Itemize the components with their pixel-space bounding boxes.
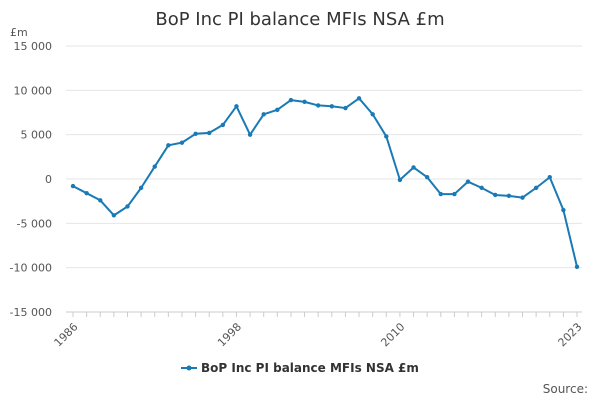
data-point[interactable]	[329, 104, 335, 109]
data-point[interactable]	[465, 179, 471, 184]
data-point[interactable]	[302, 99, 307, 105]
data-point[interactable]	[520, 195, 525, 200]
data-point[interactable]	[343, 105, 348, 111]
data-point[interactable]	[561, 207, 566, 213]
legend[interactable]: BoP Inc PI balance MFIs NSA £m	[181, 361, 419, 375]
data-point[interactable]	[111, 213, 117, 218]
data-point[interactable]	[411, 165, 416, 170]
y-tick-label: -5 000	[17, 217, 52, 230]
data-point[interactable]	[98, 198, 103, 203]
data-point[interactable]	[138, 185, 144, 191]
data-point[interactable]	[424, 175, 430, 180]
data-point[interactable]	[125, 204, 130, 209]
data-point[interactable]	[166, 143, 171, 148]
y-tick-label: 15 000	[14, 40, 53, 53]
y-tick-label: 0	[45, 173, 52, 186]
legend-label: BoP Inc PI balance MFIs NSA £m	[201, 361, 419, 375]
data-point[interactable]	[370, 112, 375, 117]
x-tick-label: 2023	[556, 320, 585, 349]
gridlines	[66, 45, 582, 313]
data-point[interactable]	[438, 191, 443, 197]
data-point[interactable]	[193, 131, 198, 136]
data-point[interactable]	[275, 107, 280, 113]
y-tick-label: 10 000	[14, 84, 53, 97]
data-point[interactable]	[574, 264, 580, 269]
x-tick-label: 1986	[52, 320, 81, 349]
data-point[interactable]	[356, 96, 362, 101]
data-point[interactable]	[493, 192, 498, 198]
data-point[interactable]	[533, 185, 539, 191]
data-point[interactable]	[288, 97, 294, 103]
x-tick-label: 1998	[215, 320, 244, 349]
data-point[interactable]	[234, 104, 239, 109]
data-point[interactable]	[261, 112, 266, 117]
data-point[interactable]	[397, 177, 403, 183]
y-tick-label: -10 000	[10, 262, 52, 275]
series-line[interactable]	[72, 97, 578, 268]
data-point[interactable]	[315, 103, 321, 108]
data-point[interactable]	[506, 193, 512, 199]
x-axis: 1986 1998 2010 2023	[52, 311, 585, 349]
y-tick-label: -15 000	[10, 306, 52, 319]
series-layer	[70, 96, 580, 269]
data-point[interactable]	[384, 134, 389, 139]
data-point[interactable]	[247, 132, 253, 137]
data-point[interactable]	[84, 190, 89, 196]
x-tick-label: 2010	[378, 320, 407, 349]
source-label: Source:	[543, 382, 588, 396]
data-point[interactable]	[479, 185, 484, 191]
y-tick-label: 5 000	[21, 129, 53, 142]
data-point[interactable]	[152, 164, 157, 169]
data-point[interactable]	[207, 130, 212, 136]
data-point[interactable]	[179, 140, 185, 145]
data-point[interactable]	[220, 122, 226, 128]
legend-swatch-marker	[186, 365, 192, 371]
data-point[interactable]	[70, 183, 76, 189]
data-point[interactable]	[547, 175, 552, 180]
data-point[interactable]	[452, 191, 457, 197]
chart-title: BoP Inc PI balance MFIs NSA £m	[155, 9, 444, 30]
y-axis-unit-label: £m	[10, 26, 28, 39]
y-axis-ticks: 15 000 10 000 5 000 0 -5 000 -10 000 -15 000	[10, 40, 52, 319]
